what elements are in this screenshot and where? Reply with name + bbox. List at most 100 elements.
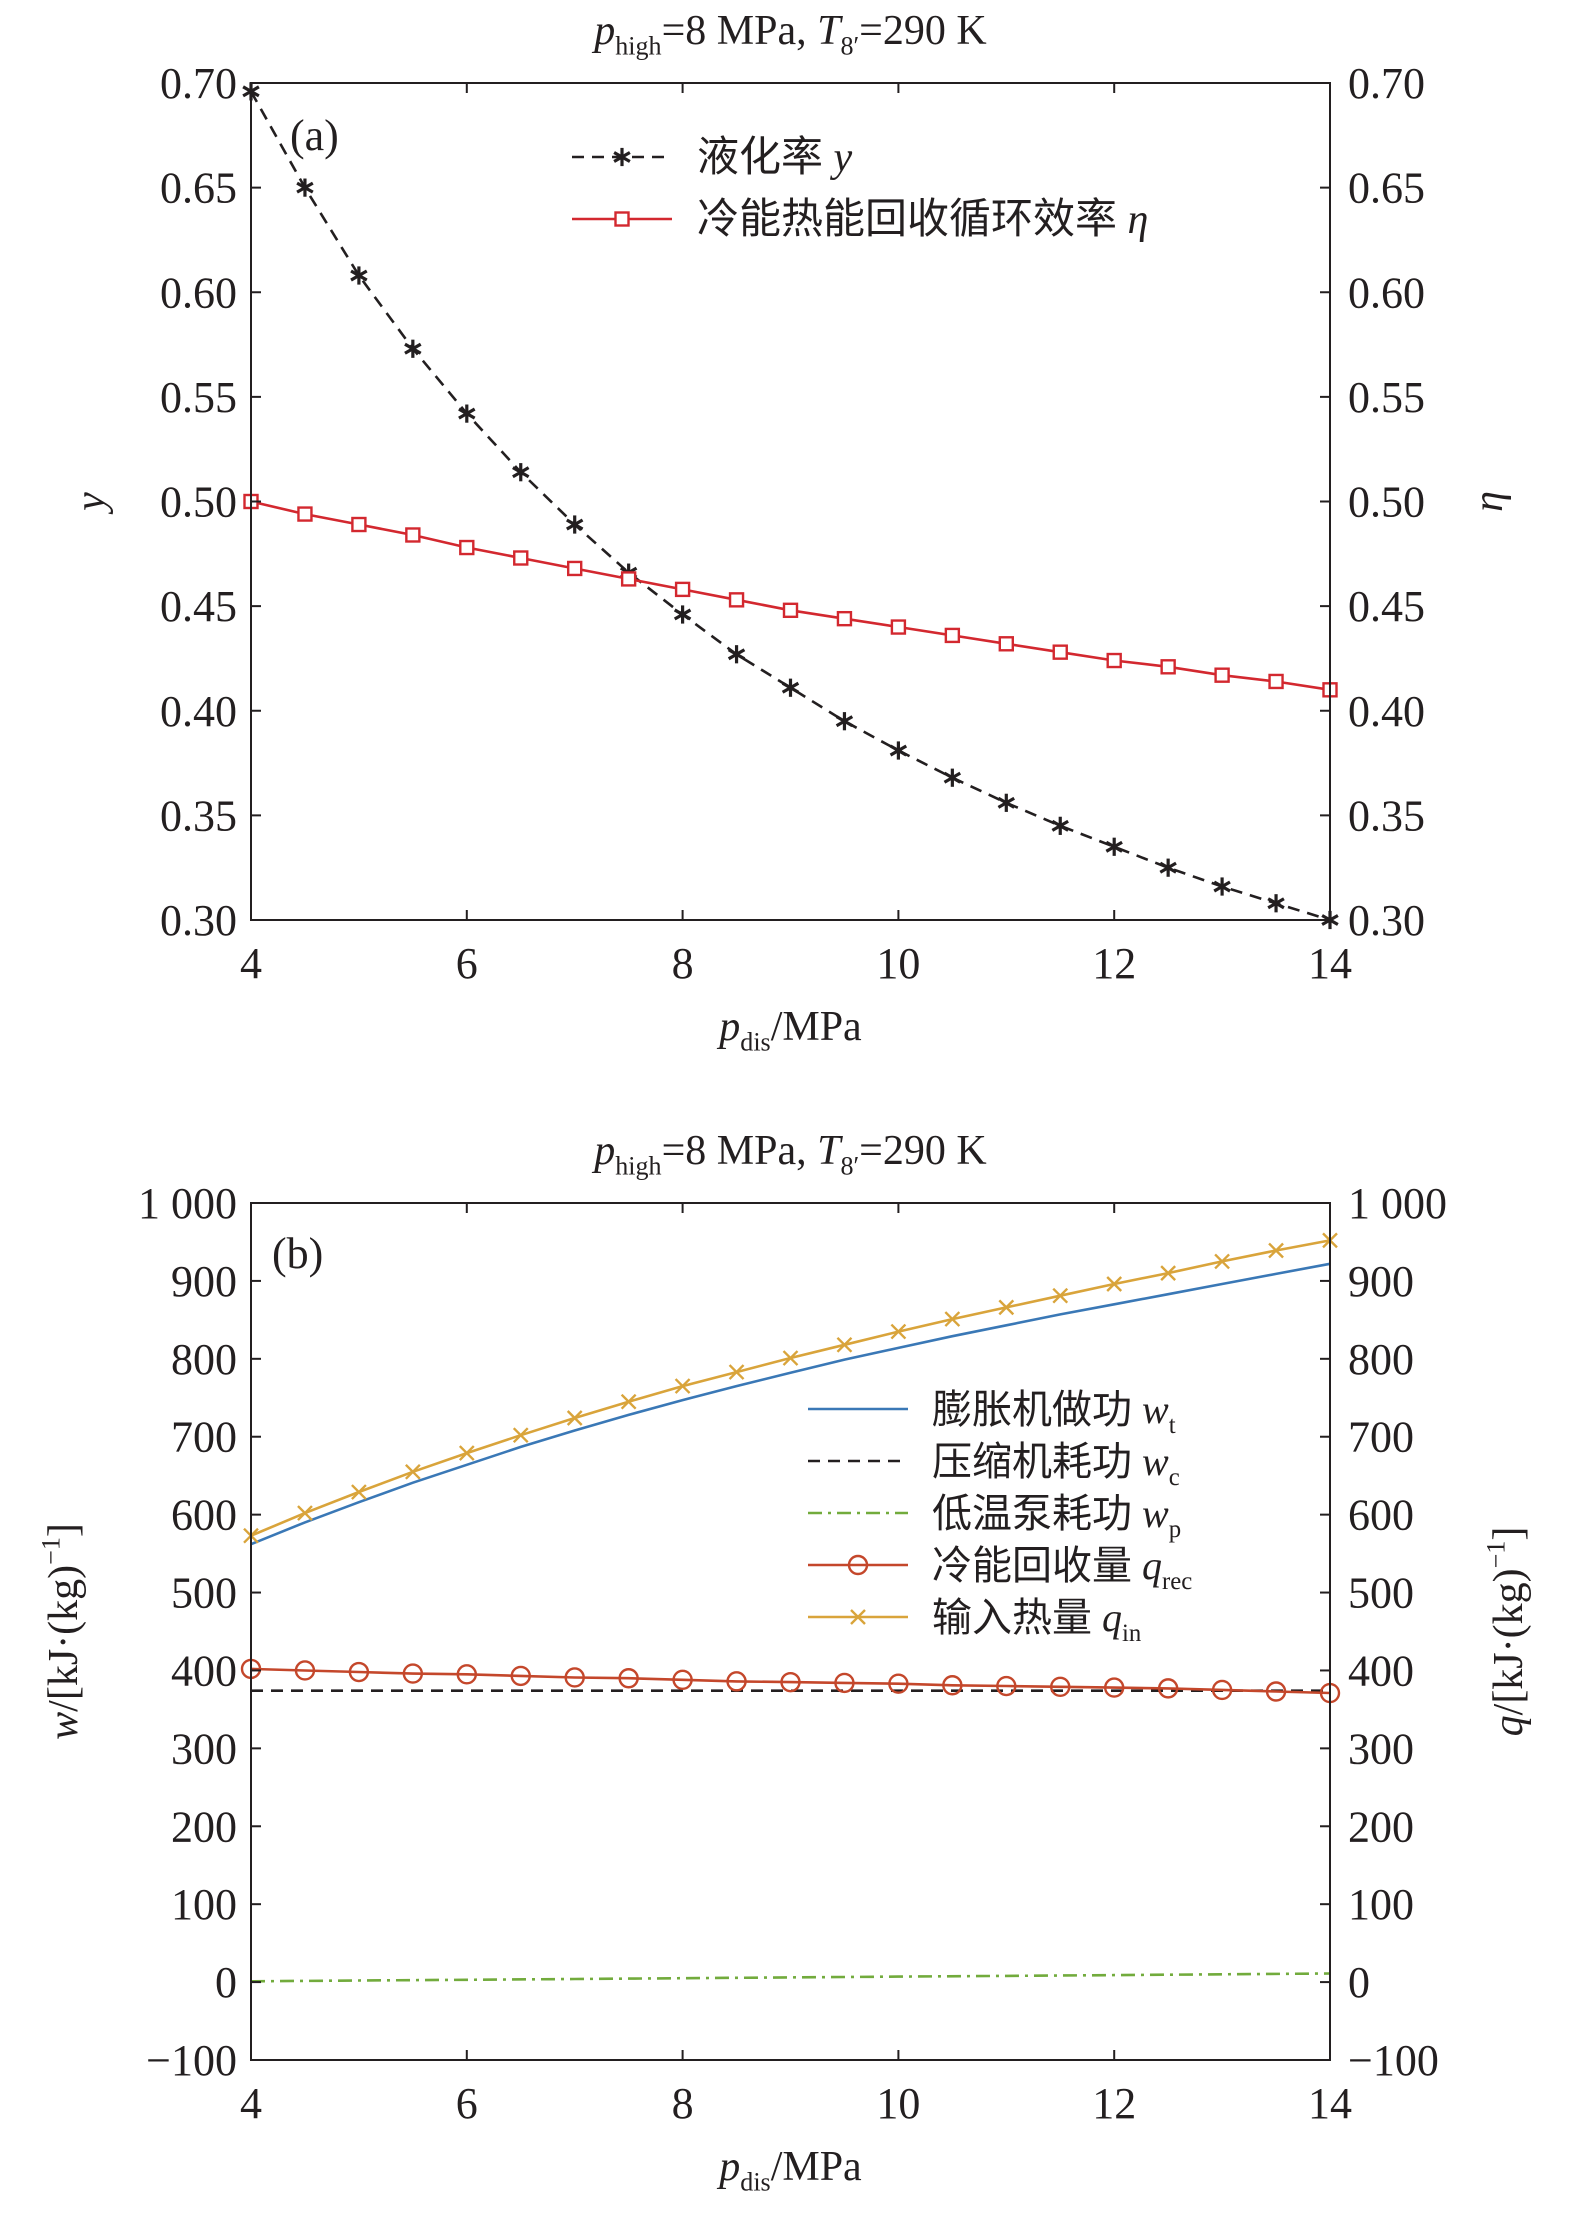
data-point — [889, 741, 908, 760]
data-point — [351, 1484, 367, 1500]
data-point — [835, 712, 854, 731]
y2-axis-label: η — [1466, 491, 1512, 512]
data-point — [402, 1663, 424, 1684]
chart-panel-b: phigh=8 MPa, T8′=290 K4 6 8 10 12 14−10001002… — [36, 1128, 1532, 2197]
data-point — [456, 1664, 477, 1685]
data-point — [998, 1299, 1015, 1316]
y2-tick-label: 700 — [1348, 1413, 1414, 1462]
data-point — [998, 636, 1014, 652]
x-tick-label: 10 — [876, 939, 920, 988]
data-point — [1106, 1276, 1123, 1292]
legend-marker — [847, 1554, 869, 1576]
x-tick-label: 14 — [1308, 939, 1352, 988]
x-axis-label: pdis/MPa — [716, 1004, 862, 1057]
y-tick-label: 400 — [171, 1646, 237, 1695]
data-point — [834, 1672, 855, 1694]
chart-title: phigh=8 MPa, T8′=290 K — [591, 1128, 986, 1181]
y2-tick-label: 500 — [1348, 1569, 1414, 1618]
chart-title: phigh=8 MPa, T8′=290 K — [591, 8, 986, 61]
data-point — [942, 1675, 963, 1696]
data-point — [836, 1336, 853, 1353]
y2-tick-label: 300 — [1348, 1724, 1414, 1773]
y-tick-label: 0.50 — [160, 478, 237, 527]
data-point — [1050, 1676, 1071, 1698]
panel-label: (a) — [290, 111, 339, 160]
y2-tick-label: 0.45 — [1348, 582, 1425, 631]
data-point — [567, 560, 583, 577]
plot-area — [240, 1232, 1341, 1983]
y-tick-label: 300 — [171, 1724, 237, 1773]
y-tick-label: 700 — [171, 1413, 237, 1462]
y2-tick-label: 0.60 — [1348, 268, 1425, 317]
data-point — [350, 266, 368, 285]
data-point — [1052, 1287, 1069, 1304]
y2-tick-label: 0.50 — [1348, 478, 1425, 527]
y2-tick-label: 0.30 — [1348, 896, 1425, 945]
y-tick-label: 0.55 — [160, 373, 237, 422]
y-tick-label: 0.30 — [160, 896, 237, 945]
y2-tick-label: 0.35 — [1348, 791, 1425, 840]
x-tick-label: 6 — [456, 2079, 478, 2128]
y-tick-label: 0.70 — [160, 59, 237, 108]
data-point — [1051, 816, 1069, 835]
x-tick-label: 8 — [672, 939, 694, 988]
data-point — [728, 592, 745, 608]
data-point — [1214, 667, 1230, 683]
legend-label: 低温泵耗功 wp — [932, 1491, 1181, 1543]
data-point — [351, 516, 367, 533]
data-point — [782, 1350, 799, 1366]
y-tick-label: 800 — [171, 1335, 237, 1384]
legend-marker — [613, 147, 631, 167]
y-tick-label: 0.45 — [160, 582, 237, 631]
legend-label: 冷能回收量 qrec — [932, 1543, 1192, 1595]
plot-frame — [250, 1202, 1331, 2061]
data-point — [1160, 659, 1176, 675]
y2-tick-label: 100 — [1348, 1880, 1414, 1929]
legend-label: 输入热量 qin — [932, 1595, 1142, 1647]
data-point — [458, 1445, 475, 1461]
data-point — [1213, 877, 1231, 896]
y2-tick-label: 400 — [1348, 1646, 1414, 1695]
y2-tick-label: 600 — [1348, 1491, 1414, 1540]
data-point — [1211, 1679, 1233, 1701]
x-tick-label: 8 — [672, 2079, 694, 2128]
data-point — [566, 515, 584, 534]
data-point — [297, 506, 313, 522]
data-point — [294, 1660, 316, 1681]
data-point — [1160, 1265, 1176, 1281]
y-tick-label: 600 — [171, 1491, 237, 1540]
x-tick-label: 4 — [240, 939, 262, 988]
data-point — [726, 1671, 747, 1692]
data-point — [944, 1311, 961, 1327]
data-point — [297, 1505, 313, 1521]
y-axis-label: w/[kJ·(kg)−1] — [36, 1523, 87, 1740]
y-tick-label: 500 — [171, 1569, 237, 1618]
data-point — [458, 404, 476, 423]
data-point — [836, 610, 853, 627]
data-point — [564, 1667, 585, 1688]
x-tick-label: 6 — [456, 939, 478, 988]
legend: 液化率 y 冷能热能回收循环效率 η — [572, 134, 1148, 243]
data-point — [405, 1463, 421, 1480]
y-tick-label: 0.40 — [160, 687, 237, 736]
data-point — [943, 768, 962, 787]
y-tick-label: 200 — [171, 1802, 237, 1851]
y2-tick-label: 0.40 — [1348, 687, 1425, 736]
y2-tick-label: 0.55 — [1348, 373, 1425, 422]
y2-tick-label: 0.65 — [1348, 164, 1425, 213]
data-point — [1157, 1678, 1179, 1699]
data-point — [620, 571, 637, 587]
data-point — [459, 539, 475, 556]
data-point — [512, 1427, 529, 1444]
y-tick-label: 900 — [171, 1257, 237, 1306]
y-tick-label: −100 — [146, 2036, 237, 2085]
data-point — [1267, 894, 1285, 913]
data-point — [405, 527, 421, 543]
plot-area — [242, 82, 1339, 930]
y-tick-label: 0.60 — [160, 268, 237, 317]
data-point — [404, 339, 422, 358]
y2-tick-label: 1 000 — [1348, 1179, 1447, 1228]
y2-axis-label: q/[kJ·(kg)−1] — [1481, 1527, 1532, 1737]
data-point — [512, 463, 530, 482]
